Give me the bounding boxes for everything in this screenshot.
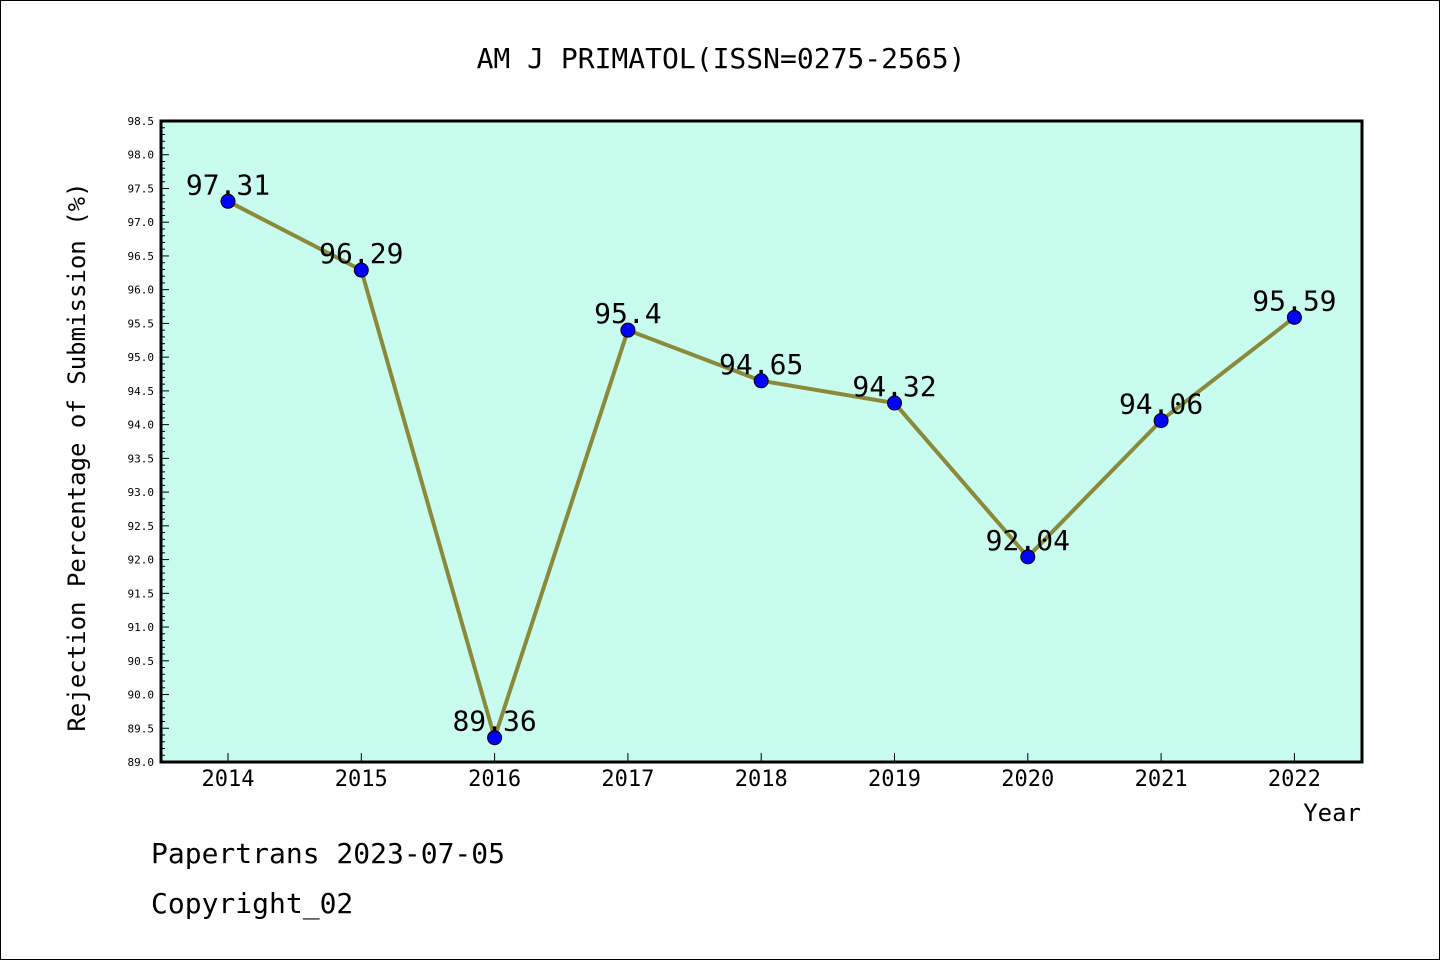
data-label: 92.04	[986, 524, 1070, 557]
x-axis-label: Year	[1303, 799, 1361, 827]
x-tick-label: 2017	[601, 767, 654, 792]
y-tick-label: 90.5	[128, 655, 155, 668]
y-tick-label: 91.5	[128, 587, 155, 600]
data-marker	[753, 373, 769, 389]
data-label: 95.4	[594, 297, 661, 330]
footer-date: Papertrans 2023-07-05	[151, 837, 506, 870]
y-tick-label: 98.5	[128, 115, 155, 128]
x-axis: 2014 2015 2016 2017 2018 2019 2020 2021 2022	[202, 753, 1321, 792]
footer-copyright: Copyright_02	[151, 887, 354, 920]
data-label: 94.32	[852, 370, 936, 403]
data-label: 94.65	[719, 348, 803, 381]
data-label: 95.59	[1252, 284, 1336, 317]
x-tick-label: 2019	[868, 767, 921, 792]
y-tick-label: 93.0	[128, 486, 155, 499]
y-tick-label: 93.5	[128, 452, 155, 465]
data-marker	[620, 322, 636, 338]
y-tick-label: 94.0	[128, 419, 155, 432]
y-tick-label: 95.5	[128, 317, 155, 330]
y-tick-label: 92.0	[128, 554, 155, 567]
plot-area	[159, 119, 1364, 764]
y-tick-label: 95.0	[128, 351, 155, 364]
y-tick-label: 97.5	[128, 182, 155, 195]
x-tick-label: 2015	[335, 767, 388, 792]
y-tick-label: 91.0	[128, 621, 155, 634]
data-label: 94.06	[1119, 388, 1203, 421]
x-tick-label: 2021	[1135, 767, 1188, 792]
y-tick-label: 96.5	[128, 250, 155, 263]
data-marker	[353, 262, 369, 278]
data-marker	[220, 193, 236, 209]
data-label: 96.29	[319, 237, 403, 270]
data-marker	[1153, 413, 1169, 429]
x-tick-label: 2020	[1001, 767, 1054, 792]
data-marker	[1020, 549, 1036, 565]
x-tick-label: 2014	[202, 767, 255, 792]
data-label: 97.31	[186, 168, 270, 201]
y-axis: 89.0 89.5 90.0 90.5 91.0 91.5 92.0 92.5 93.0 93.5…	[128, 115, 169, 769]
y-tick-label: 96.0	[128, 284, 155, 297]
data-marker	[887, 395, 902, 411]
y-axis-label: Rejection Percentage of Submission (%)	[63, 182, 91, 731]
y-tick-label: 89.5	[128, 722, 155, 735]
data-marker	[487, 730, 503, 746]
data-label-group: 97.31 96.29 89.36 95.4 94.65 94.32 92.04 94.06 9…	[186, 168, 1337, 737]
x-tick-label: 2022	[1268, 767, 1321, 792]
x-tick-label: 2016	[468, 767, 521, 792]
data-label: 89.36	[452, 705, 536, 738]
y-tick-label: 98.0	[128, 149, 155, 162]
chart-title: AM J PRIMATOL(ISSN=0275-2565)	[477, 42, 966, 75]
data-marker	[1286, 309, 1302, 325]
data-marker-group	[220, 193, 1302, 746]
x-tick-label: 2018	[735, 767, 788, 792]
y-tick-label: 92.5	[128, 520, 155, 533]
y-tick-label: 90.0	[128, 689, 155, 702]
y-tick-label: 89.0	[128, 756, 155, 769]
y-tick-label: 94.5	[128, 385, 155, 398]
y-tick-label: 97.0	[128, 216, 155, 229]
